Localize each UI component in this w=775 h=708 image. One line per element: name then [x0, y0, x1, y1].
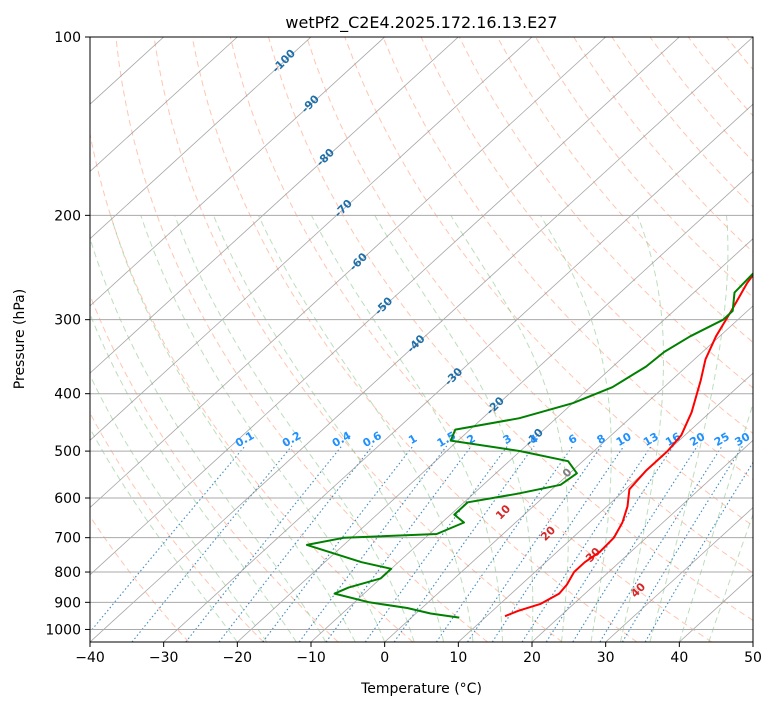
- dry-adiabat-line: [229, 37, 712, 642]
- dry-adiabats: [90, 37, 753, 642]
- x-tick-label: 0: [380, 650, 389, 666]
- dry-adiabat-line: [496, 37, 753, 344]
- dry-adiabat-line: [268, 37, 753, 622]
- x-axis-label: Temperature (°C): [360, 681, 482, 697]
- moist-adiabat-line: [110, 215, 356, 642]
- moist-adiabat-line: [257, 215, 474, 642]
- y-tick-label: 400: [54, 387, 81, 403]
- isotherm-line: [605, 507, 753, 642]
- mixing-ratio-lines: [90, 445, 753, 642]
- x-axis-ticks: −40 −30 −20 −10 0 10 20 30 40 50: [75, 642, 762, 666]
- isotherm-line: [90, 37, 606, 509]
- y-tick-label: 1000: [45, 622, 81, 638]
- x-tick-label: 40: [670, 650, 688, 666]
- x-tick-label: 30: [597, 650, 615, 666]
- mixing-ratio-line: [572, 445, 699, 642]
- dry-adiabat-line: [115, 37, 488, 642]
- moist-adiabat-line: [213, 215, 445, 642]
- y-tick-label: 600: [54, 491, 81, 507]
- isotherm-line: [310, 238, 753, 642]
- mixing-ratio-line: [644, 461, 753, 642]
- dry-adiabat-line: [90, 131, 414, 642]
- y-tick-label: 200: [54, 208, 81, 224]
- pressure-gridlines: [90, 37, 753, 630]
- mixing-ratio-line: [521, 445, 652, 642]
- y-tick-label: 100: [54, 30, 81, 46]
- plot-frame: [89, 36, 754, 643]
- mixing-ratio-line: [262, 445, 414, 642]
- mixing-ratio-line: [218, 445, 373, 642]
- isotherm-line: [90, 37, 753, 642]
- x-tick-label: −30: [149, 650, 179, 666]
- x-tick-label: −20: [223, 650, 253, 666]
- dewpoint-profile: [305, 272, 753, 619]
- moist-adiabat-line: [374, 215, 534, 642]
- mixing-ratio-line: [298, 445, 448, 642]
- y-tick-label: 700: [54, 531, 81, 547]
- moist-adiabats: [90, 215, 753, 642]
- isotherm-line: [90, 37, 680, 576]
- moist-adiabat-line: [140, 215, 386, 642]
- mixing-ratio-line: [435, 445, 574, 642]
- isotherm-line: [90, 37, 312, 240]
- x-tick-label: −40: [75, 650, 105, 666]
- mixing-ratio-line: [545, 445, 674, 642]
- y-tick-label: 800: [54, 565, 81, 581]
- dry-adiabat-line: [191, 37, 638, 642]
- moist-adiabat-line: [450, 215, 569, 642]
- dry-adiabat-line: [306, 37, 753, 574]
- moist-adiabat-line: [90, 374, 268, 642]
- isotherm-line: [90, 37, 238, 172]
- x-tick-label: 20: [523, 650, 541, 666]
- mixing-ratio-line: [364, 445, 509, 642]
- isotherm-line: [90, 37, 459, 374]
- x-tick-label: −10: [296, 650, 326, 666]
- mixing-ratio-line: [467, 445, 602, 642]
- dry-adiabat-line: [535, 37, 753, 298]
- isotherms: [90, 37, 753, 642]
- isotherm-line: [531, 439, 753, 642]
- y-tick-label: 500: [54, 444, 81, 460]
- y-tick-label: 900: [54, 595, 81, 611]
- chart-title: wetPf2_C2E4.2025.172.16.13.E27: [285, 13, 557, 33]
- x-tick-label: 10: [449, 650, 467, 666]
- dry-adiabat-line: [153, 37, 563, 642]
- x-tick-label: 50: [744, 650, 762, 666]
- y-tick-label: 300: [54, 313, 81, 329]
- moist-adiabat-line: [90, 236, 327, 642]
- y-axis-ticks: 100 200 300 400 500 600 700 800 900 1000: [45, 30, 90, 638]
- isotherm-line: [458, 372, 753, 642]
- mixing-ratio-line: [599, 445, 723, 642]
- mixing-ratio-line: [90, 445, 246, 633]
- y-axis-label: Pressure (hPa): [12, 289, 28, 389]
- isotherm-line: [90, 37, 533, 441]
- moist-adiabat-line: [90, 427, 238, 642]
- temperature-profile: [504, 273, 753, 618]
- mixing-ratio-line: [621, 445, 744, 642]
- dry-adiabat-line: [382, 37, 753, 481]
- isotherm-line: [384, 305, 753, 642]
- profiles: [305, 272, 753, 619]
- dry-adiabat-line: [90, 412, 264, 642]
- moist-adiabat-line: [90, 312, 297, 642]
- isotherm-line: [90, 37, 385, 307]
- isotherm-line: [163, 103, 753, 642]
- isotherm-line: [237, 170, 753, 642]
- mixing-ratio-line: [185, 445, 343, 642]
- moist-adiabat-line: [310, 215, 503, 642]
- dry-adiabat-line: [90, 515, 190, 642]
- mixing-ratio-line: [491, 445, 625, 642]
- moist-adiabat-line: [539, 215, 612, 642]
